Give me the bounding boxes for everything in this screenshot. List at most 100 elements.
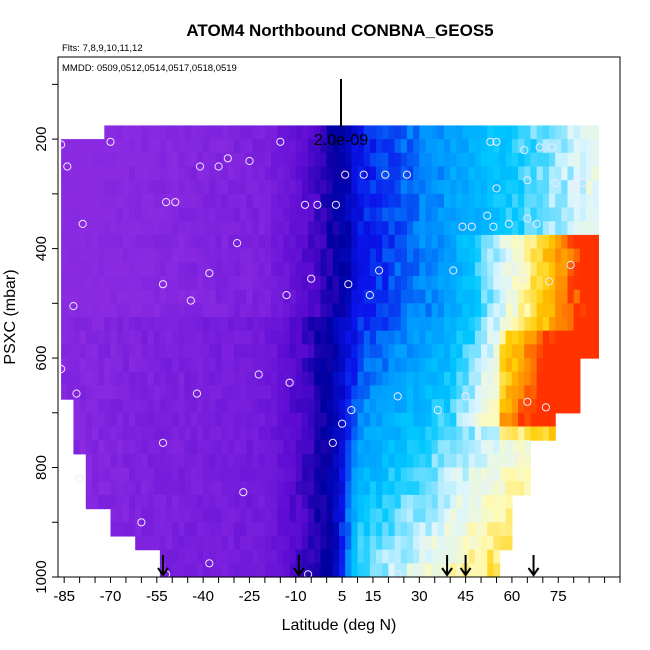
heatmap-cell [431, 330, 439, 345]
heatmap-cell [363, 371, 371, 387]
heatmap-cell [209, 535, 217, 551]
heatmap-cell [135, 166, 142, 181]
heatmap-cell [234, 549, 241, 564]
heatmap-cell [129, 440, 136, 455]
heatmap-cell [524, 180, 532, 195]
heatmap-cell [518, 440, 525, 455]
heatmap-cell [326, 412, 334, 428]
heatmap-cell [98, 426, 105, 441]
heatmap-cell [295, 399, 303, 414]
heatmap-cell [394, 426, 402, 441]
heatmap-cell [357, 481, 365, 496]
heatmap-cell [388, 152, 396, 168]
sample-marker [205, 559, 214, 568]
heatmap-cell [406, 494, 414, 510]
heatmap-cell [339, 193, 346, 209]
heatmap-cell [505, 412, 513, 428]
heatmap-cell [505, 535, 513, 551]
heatmap-cell [326, 207, 334, 222]
heatmap-cell [586, 248, 593, 263]
heatmap-cell [215, 193, 223, 209]
heatmap-cell [542, 262, 550, 277]
heatmap-cell [178, 193, 186, 209]
heatmap-cell [227, 467, 235, 482]
heatmap-cell [425, 207, 433, 222]
heatmap-cell [320, 193, 328, 209]
heatmap-cell [234, 385, 241, 400]
heatmap-cell [555, 275, 562, 291]
heatmap-cell [159, 508, 167, 523]
heatmap-cell [548, 317, 556, 332]
heatmap-cell [73, 275, 81, 291]
heatmap-cell [289, 563, 297, 578]
heatmap-cell [159, 193, 167, 209]
heatmap-cell [314, 262, 322, 277]
heatmap-cell [215, 330, 223, 345]
heatmap-cell [345, 248, 352, 263]
sample-marker [338, 419, 347, 428]
heatmap-cell [586, 330, 593, 345]
heatmap-cell [345, 152, 352, 168]
heatmap-cell [135, 248, 142, 263]
heatmap-cell [314, 440, 322, 455]
heatmap-cell [295, 412, 303, 428]
heatmap-cell [314, 344, 322, 359]
heatmap-cell [227, 180, 235, 195]
heatmap-cell [258, 275, 266, 291]
heatmap-cell [425, 193, 433, 209]
heatmap-cell [209, 275, 217, 291]
heatmap-cell [419, 358, 427, 373]
heatmap-cell [209, 371, 217, 387]
heatmap-cell [184, 317, 192, 332]
heatmap-cell [443, 166, 451, 181]
heatmap-cell [98, 440, 105, 455]
heatmap-cell [271, 275, 278, 291]
x-axis: -85 -70 -55 -40 -25 -10 5 15 30 45 60 75 [53, 577, 621, 605]
heatmap-cell [511, 385, 519, 400]
heatmap-cell [246, 549, 254, 564]
heatmap-cell [283, 385, 291, 400]
heatmap-cell [98, 412, 105, 428]
heatmap-cell [487, 412, 494, 428]
heatmap-cell [122, 371, 130, 387]
heatmap-cell [215, 440, 223, 455]
heatmap-cell [542, 248, 550, 263]
heatmap-cell [456, 358, 464, 373]
heatmap-cell [542, 303, 550, 318]
heatmap-cell [301, 385, 309, 400]
heatmap-cell [252, 221, 260, 236]
heatmap-cell [178, 317, 186, 332]
heatmap-cell [196, 330, 204, 345]
heatmap-cell [493, 481, 501, 496]
heatmap-cell [573, 125, 581, 140]
heatmap-cell [277, 371, 285, 387]
heatmap-cell [246, 467, 254, 482]
heatmap-cell [345, 344, 352, 359]
heatmap-cell [345, 234, 352, 250]
heatmap-cell [252, 494, 260, 510]
heatmap-cell [518, 317, 525, 332]
heatmap-cell [468, 125, 476, 140]
heatmap-cell [314, 180, 322, 195]
heatmap-cell [505, 193, 513, 209]
heatmap-cell [295, 193, 303, 209]
heatmap-cell [394, 139, 402, 154]
heatmap-cell [474, 440, 482, 455]
heatmap-cell [536, 289, 544, 304]
heatmap-cell [450, 152, 457, 168]
heatmap-cell [110, 166, 118, 181]
heatmap-cell [184, 535, 192, 551]
heatmap-cell [357, 152, 365, 168]
heatmap-cell [116, 125, 124, 140]
heatmap-cell [481, 152, 488, 168]
heatmap-cell [240, 522, 247, 537]
heatmap-cell [67, 262, 75, 277]
heatmap-cell [234, 275, 241, 291]
heatmap-cell [240, 125, 247, 140]
sample-marker [186, 296, 195, 305]
heatmap-cell [388, 371, 396, 387]
heatmap-cell [443, 193, 451, 209]
heatmap-cell [400, 563, 408, 578]
heatmap-cell [221, 303, 229, 318]
heatmap-cell [277, 330, 285, 345]
